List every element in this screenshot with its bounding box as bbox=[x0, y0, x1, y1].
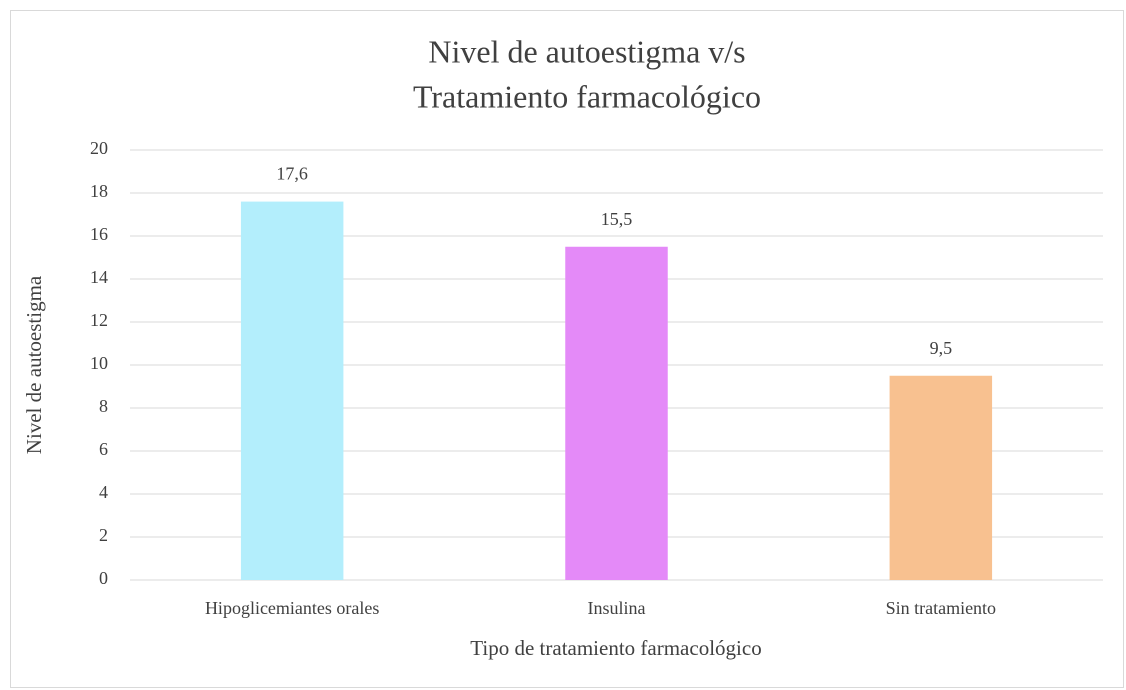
data-label: 9,5 bbox=[930, 338, 953, 358]
y-tick-label: 20 bbox=[90, 138, 108, 158]
y-tick-label: 2 bbox=[99, 525, 108, 545]
chart-title: Nivel de autoestigma v/s bbox=[428, 33, 745, 69]
y-tick-label: 8 bbox=[99, 396, 108, 416]
y-tick-label: 16 bbox=[90, 224, 108, 244]
x-tick-label: Insulina bbox=[588, 598, 646, 618]
y-tick-label: 10 bbox=[90, 353, 108, 373]
x-tick-label: Hipoglicemiantes orales bbox=[205, 598, 379, 618]
y-tick-label: 0 bbox=[99, 568, 108, 588]
y-tick-label: 12 bbox=[90, 310, 108, 330]
x-axis-title: Tipo de tratamiento farmacológico bbox=[470, 636, 761, 660]
y-tick-label: 18 bbox=[90, 181, 108, 201]
bar bbox=[889, 375, 993, 580]
y-tick-label: 6 bbox=[99, 439, 108, 459]
y-tick-label: 4 bbox=[99, 482, 108, 502]
x-tick-label: Sin tratamiento bbox=[886, 598, 996, 618]
y-axis-title: Nivel de autoestigma bbox=[22, 275, 46, 454]
data-label: 17,6 bbox=[276, 164, 308, 184]
chart-title: Tratamiento farmacológico bbox=[413, 78, 761, 114]
y-tick-label: 14 bbox=[90, 267, 108, 287]
data-label: 15,5 bbox=[601, 209, 633, 229]
bar bbox=[240, 201, 344, 580]
bar bbox=[565, 246, 668, 580]
